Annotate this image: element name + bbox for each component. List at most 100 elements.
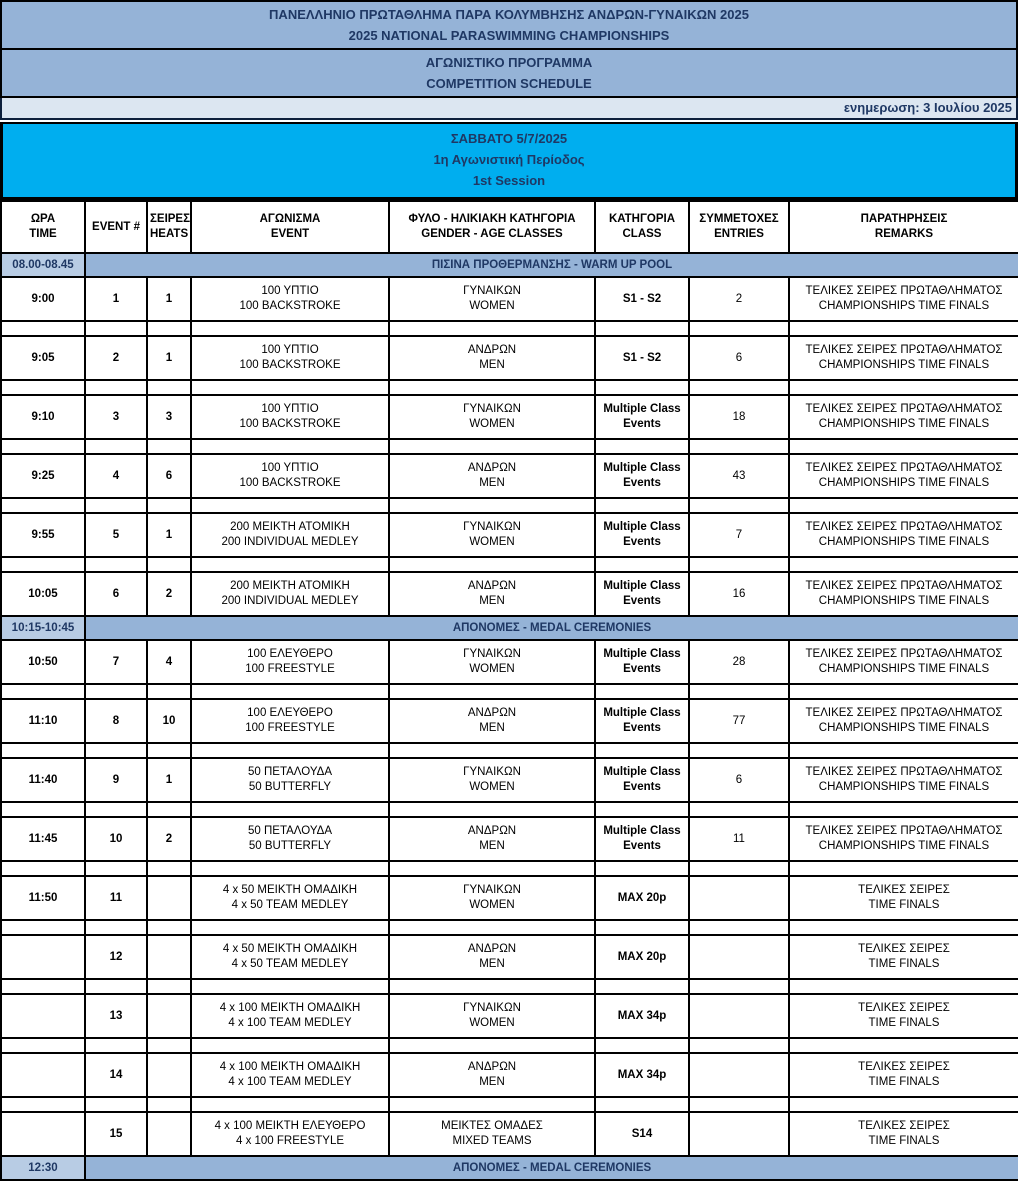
section-time-cell: 08.00-08.45 — [0, 252, 86, 278]
spacer-cell — [0, 683, 86, 700]
event-entries-cell: 18 — [688, 394, 790, 440]
event-time-cell: 9:55 — [0, 512, 86, 558]
event-name-cell: 100 ΥΠΤΙΟ 100 BACKSTROKE — [190, 335, 390, 381]
event-class-cell: Multiple Class Events — [594, 757, 690, 803]
session-name-english: 1st Session — [472, 173, 546, 188]
event-name-cell: 4 x 100 ΜΕΙΚΤΗ ΟΜΑΔΙΚΗ 4 x 100 TEAM MEDLE… — [190, 993, 390, 1039]
event-time-cell: 11:45 — [0, 816, 86, 862]
event-remarks-cell: ΤΕΛΙΚΕΣ ΣΕΙΡΕΣ ΠΡΩΤΑΘΛΗΜΑΤΟΣ CHAMPIONSHIP… — [788, 394, 1018, 440]
event-number-cell: 8 — [84, 698, 148, 744]
event-row: 10:05 6 2 200 ΜΕΙΚΤΗ ΑΤΟΜΙΚΗ 200 INDIVIDUAL … — [0, 571, 1018, 617]
event-remarks-cell: ΤΕΛΙΚΕΣ ΣΕΙΡΕΣ ΠΡΩΤΑΘΛΗΜΑΤΟΣ CHAMPIONSHIP… — [788, 757, 1018, 803]
spacer-cell — [190, 919, 390, 936]
event-gender-cell: ΑΝΔΡΩΝ MEN — [388, 934, 596, 980]
event-time-cell: 9:05 — [0, 335, 86, 381]
spacer-cell — [190, 438, 390, 455]
section-row: 08.00-08.45 ΠΙΣΙΝΑ ΠΡΟΘΕΡΜΑΝΣΗΣ - WARM UP… — [0, 252, 1018, 278]
event-number-cell: 5 — [84, 512, 148, 558]
event-name-cell: 4 x 100 ΜΕΙΚΤΗ ΟΜΑΔΙΚΗ 4 x 100 TEAM MEDLE… — [190, 1052, 390, 1098]
col-header-heats: ΣΕΙΡΕΣ HEATS — [146, 200, 192, 254]
event-time-cell — [0, 1111, 86, 1157]
spacer-row — [0, 742, 1018, 759]
col-header-time: ΩΡΑ TIME — [0, 200, 86, 254]
spacer-cell — [788, 379, 1018, 396]
session-name-greek: 1η Αγωνιστική Περίοδος — [433, 152, 585, 167]
event-remarks-cell: ΤΕΛΙΚΕΣ ΣΕΙΡΕΣ ΠΡΩΤΑΘΛΗΜΑΤΟΣ CHAMPIONSHIP… — [788, 698, 1018, 744]
event-heats-cell: 2 — [146, 571, 192, 617]
spacer-cell — [84, 919, 148, 936]
spacer-cell — [388, 1096, 596, 1113]
spacer-cell — [788, 1096, 1018, 1113]
spacer-cell — [594, 497, 690, 514]
event-number-cell: 1 — [84, 276, 148, 322]
spacer-cell — [788, 919, 1018, 936]
spacer-cell — [688, 1096, 790, 1113]
spacer-cell — [84, 860, 148, 877]
event-remarks-cell: ΤΕΛΙΚΕΣ ΣΕΙΡΕΣ ΠΡΩΤΑΘΛΗΜΑΤΟΣ CHAMPIONSHIP… — [788, 571, 1018, 617]
spacer-cell — [0, 742, 86, 759]
session-date: ΣΑΒΒΑΤΟ 5/7/2025 — [450, 131, 568, 146]
event-remarks-cell: ΤΕΛΙΚΕΣ ΣΕΙΡΕΣ ΠΡΩΤΑΘΛΗΜΑΤΟΣ CHAMPIONSHIP… — [788, 453, 1018, 499]
spacer-cell — [146, 1096, 192, 1113]
spacer-cell — [388, 379, 596, 396]
event-number-cell: 10 — [84, 816, 148, 862]
event-row: 9:00 1 1 100 ΥΠΤΙΟ 100 BACKSTROKE ΓΥΝΑΙΚΩΝ WOM… — [0, 276, 1018, 322]
spacer-cell — [594, 1037, 690, 1054]
event-name-cell: 100 ΥΠΤΙΟ 100 BACKSTROKE — [190, 453, 390, 499]
col-header-class: ΚΑΤΗΓΟΡΙΑ CLASS — [594, 200, 690, 254]
section-row: 10:15-10:45 ΑΠΟΝΟΜΕΣ - MEDAL CEREMONIES — [0, 615, 1018, 641]
spacer-cell — [84, 978, 148, 995]
spacer-cell — [788, 860, 1018, 877]
event-entries-cell: 28 — [688, 639, 790, 685]
spacer-cell — [190, 683, 390, 700]
spacer-cell — [388, 919, 596, 936]
event-name-cell: 200 ΜΕΙΚΤΗ ΑΤΟΜΙΚΗ 200 INDIVIDUAL MEDLEY — [190, 571, 390, 617]
event-class-cell: Multiple Class Events — [594, 453, 690, 499]
event-class-cell: MAX 20p — [594, 934, 690, 980]
spacer-cell — [788, 320, 1018, 337]
spacer-cell — [388, 978, 596, 995]
event-entries-cell — [688, 875, 790, 921]
event-entries-cell: 7 — [688, 512, 790, 558]
spacer-cell — [84, 556, 148, 573]
section-label-cell: ΑΠΟΝΟΜΕΣ - MEDAL CEREMONIES — [84, 1155, 1018, 1181]
spacer-cell — [688, 860, 790, 877]
spacer-cell — [190, 1096, 390, 1113]
event-row: 11:10 8 10 100 ΕΛΕΥΘΕΡΟ 100 FREESTYLE ΑΝΔΡΩΝ M… — [0, 698, 1018, 744]
schedule-title-greek: ΑΓΩΝΙΣΤΙΚΟ ΠΡΟΓΡΑΜΜΑ — [425, 55, 593, 70]
section-label-cell: ΑΠΟΝΟΜΕΣ - MEDAL CEREMONIES — [84, 615, 1018, 641]
spacer-cell — [388, 1037, 596, 1054]
event-row: 12 4 x 50 ΜΕΙΚΤΗ ΟΜΑΔΙΚΗ 4 x 50 TEAM MEDLE… — [0, 934, 1018, 980]
event-gender-cell: ΑΝΔΡΩΝ MEN — [388, 816, 596, 862]
spacer-cell — [0, 919, 86, 936]
event-name-cell: 100 ΕΛΕΥΘΕΡΟ 100 FREESTYLE — [190, 639, 390, 685]
spacer-cell — [594, 860, 690, 877]
event-heats-cell — [146, 934, 192, 980]
spacer-row — [0, 860, 1018, 877]
event-heats-cell — [146, 875, 192, 921]
event-remarks-cell: ΤΕΛΙΚΕΣ ΣΕΙΡΕΣ TIME FINALS — [788, 1111, 1018, 1157]
spacer-cell — [688, 497, 790, 514]
spacer-cell — [146, 1037, 192, 1054]
spacer-cell — [146, 379, 192, 396]
event-remarks-cell: ΤΕΛΙΚΕΣ ΣΕΙΡΕΣ TIME FINALS — [788, 1052, 1018, 1098]
col-header-remarks: ΠΑΡΑΤΗΡΗΣΕΙΣ REMARKS — [788, 200, 1018, 254]
event-row: 9:25 4 6 100 ΥΠΤΙΟ 100 BACKSTROKE ΑΝΔΡΩΝ MEN Mu… — [0, 453, 1018, 499]
spacer-row — [0, 1096, 1018, 1113]
spacer-cell — [594, 978, 690, 995]
event-remarks-cell: ΤΕΛΙΚΕΣ ΣΕΙΡΕΣ TIME FINALS — [788, 993, 1018, 1039]
event-name-cell: 4 x 50 ΜΕΙΚΤΗ ΟΜΑΔΙΚΗ 4 x 50 TEAM MEDLEY — [190, 934, 390, 980]
spacer-cell — [146, 497, 192, 514]
spacer-cell — [0, 320, 86, 337]
event-row: 10:50 7 4 100 ΕΛΕΥΘΕΡΟ 100 FREESTYLE ΓΥΝΑΙΚΩΝ… — [0, 639, 1018, 685]
event-time-cell: 9:10 — [0, 394, 86, 440]
spacer-row — [0, 683, 1018, 700]
event-remarks-cell: ΤΕΛΙΚΕΣ ΣΕΙΡΕΣ TIME FINALS — [788, 875, 1018, 921]
event-entries-cell: 6 — [688, 757, 790, 803]
spacer-cell — [594, 919, 690, 936]
spacer-cell — [594, 1096, 690, 1113]
event-time-cell: 11:40 — [0, 757, 86, 803]
event-class-cell: S1 - S2 — [594, 276, 690, 322]
spacer-cell — [688, 556, 790, 573]
title-english: 2025 NATIONAL PARASWIMMING CHAMPIONSHIPS — [348, 28, 670, 43]
